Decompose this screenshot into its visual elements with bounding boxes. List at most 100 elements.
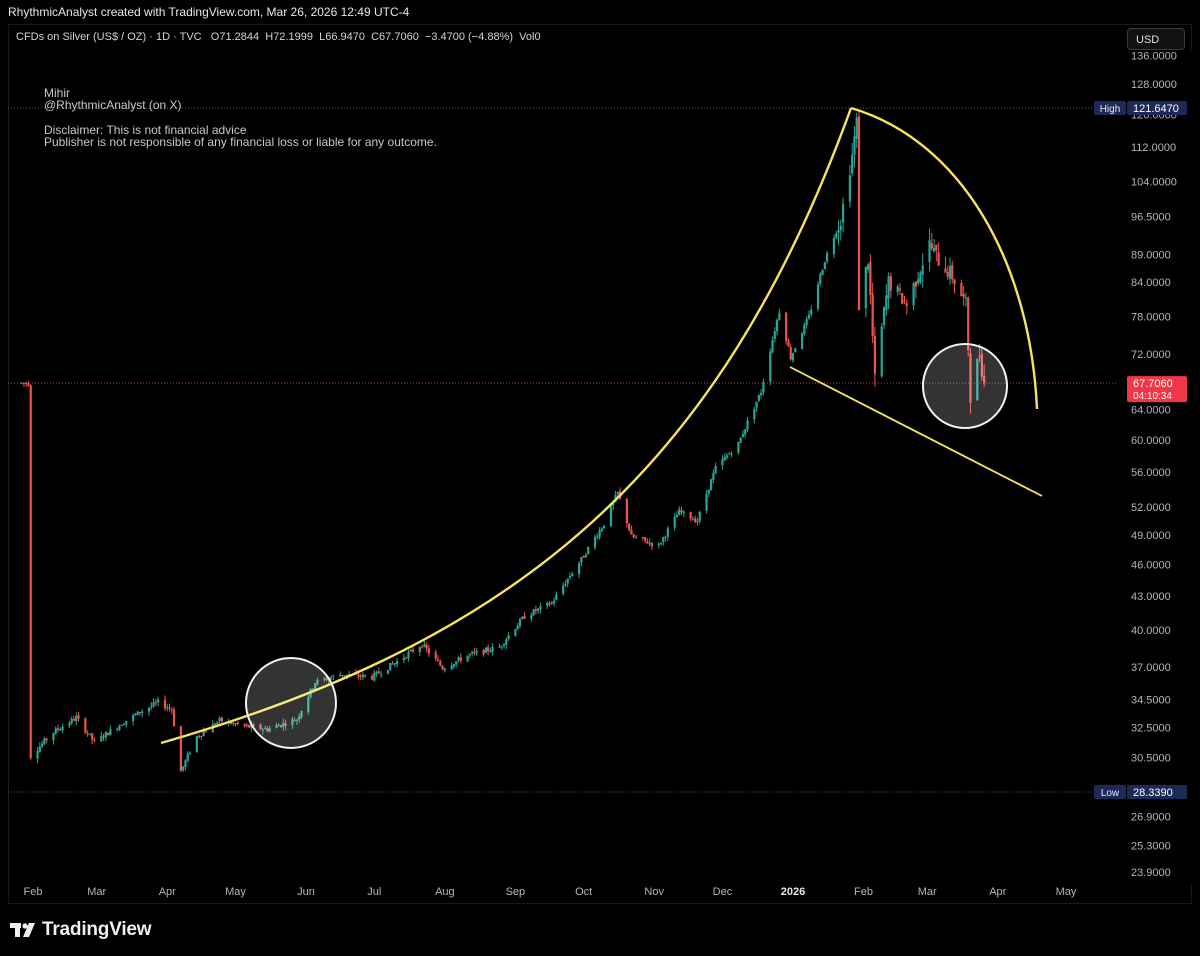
candle-body <box>625 498 628 524</box>
candle-body <box>805 319 808 326</box>
candle-body <box>106 732 110 736</box>
candle <box>518 617 522 629</box>
candle <box>195 735 198 753</box>
candle <box>555 591 558 601</box>
candle <box>832 234 836 259</box>
candle <box>967 296 970 357</box>
candle-body <box>516 625 519 630</box>
candle-body <box>632 534 635 538</box>
circle-highlight-2025[interactable] <box>245 657 337 749</box>
candle <box>245 722 248 728</box>
candle <box>794 347 797 353</box>
candle <box>841 197 845 233</box>
y-tick-label: 49.0000 <box>1131 530 1171 542</box>
candle <box>184 759 187 771</box>
candle <box>864 266 867 318</box>
candle-body <box>864 266 867 309</box>
candle-body <box>348 674 351 676</box>
candle-body <box>86 733 89 735</box>
candle <box>307 694 310 715</box>
candle-body <box>220 717 223 722</box>
candle <box>491 643 494 656</box>
candle <box>805 316 808 329</box>
candle-body <box>163 699 167 709</box>
candle-body <box>245 725 248 727</box>
candle <box>741 430 745 438</box>
candle-body <box>753 408 756 420</box>
candle-body <box>186 753 189 761</box>
candle-body <box>917 279 920 284</box>
candle-body <box>434 652 437 659</box>
candle-body <box>150 705 153 708</box>
candle <box>106 732 110 736</box>
candle <box>869 254 872 305</box>
candle <box>821 269 824 276</box>
y-tick-label: 84.0000 <box>1131 277 1171 289</box>
candle <box>851 142 854 177</box>
candle <box>953 278 956 294</box>
candle-body <box>473 652 476 654</box>
candle-body <box>377 671 380 674</box>
candle <box>694 515 697 524</box>
candle-body <box>136 711 139 716</box>
candle-body <box>436 659 440 662</box>
candle-body <box>657 543 660 545</box>
low-value: 66.9470 <box>325 31 365 43</box>
candle <box>760 388 763 399</box>
candle <box>389 662 392 671</box>
candle-body <box>707 489 710 494</box>
x-tick-label: Oct <box>575 886 592 898</box>
circle-highlight-2026[interactable] <box>922 343 1008 429</box>
candle-body <box>188 752 192 754</box>
candle-body <box>587 546 590 554</box>
candle <box>141 709 144 718</box>
candle <box>266 726 269 733</box>
candle <box>393 662 396 667</box>
candle <box>339 671 342 677</box>
candle <box>118 724 121 732</box>
candle <box>70 716 73 726</box>
candle <box>946 265 949 281</box>
candle-body <box>418 647 421 652</box>
y-tick-label: 30.5000 <box>1131 752 1171 764</box>
candle-body <box>746 420 749 430</box>
candle-body <box>546 602 549 606</box>
candle <box>769 348 772 386</box>
candle <box>436 655 440 662</box>
candle <box>188 751 192 756</box>
candle-body <box>678 509 681 516</box>
price-axis[interactable] <box>1119 50 1192 885</box>
candle <box>582 555 585 558</box>
symbol-title[interactable]: CFDs on Silver (US$ / OZ) · 1D · TVC <box>16 31 202 43</box>
y-tick-label: 26.9000 <box>1131 811 1171 823</box>
candle <box>418 646 421 657</box>
candle-body <box>851 154 854 174</box>
candle-body <box>696 521 699 523</box>
last-price-bg <box>1127 376 1187 403</box>
x-tick-label: Apr <box>159 886 176 898</box>
candle-body <box>170 709 173 711</box>
candle <box>919 270 922 285</box>
candle <box>930 232 933 252</box>
candle <box>632 533 635 538</box>
candle-body <box>948 266 952 279</box>
candle-body <box>88 733 91 735</box>
x-tick-label: Jul <box>367 886 381 898</box>
open-label: O <box>210 31 220 43</box>
currency-button[interactable]: USD <box>1127 28 1185 50</box>
candle-body <box>91 733 94 740</box>
candle-body <box>109 729 112 736</box>
candle-body <box>566 578 569 584</box>
tradingview-brand[interactable]: TradingView <box>10 918 152 942</box>
candle-body <box>721 459 724 466</box>
candle-body <box>935 244 938 251</box>
candle-body <box>182 766 185 771</box>
candle <box>282 718 285 731</box>
candle <box>375 670 378 677</box>
candle <box>441 664 444 671</box>
candle <box>707 489 710 498</box>
candle <box>261 727 264 735</box>
candle-body <box>648 542 651 544</box>
x-tick-label: Mar <box>918 886 937 898</box>
